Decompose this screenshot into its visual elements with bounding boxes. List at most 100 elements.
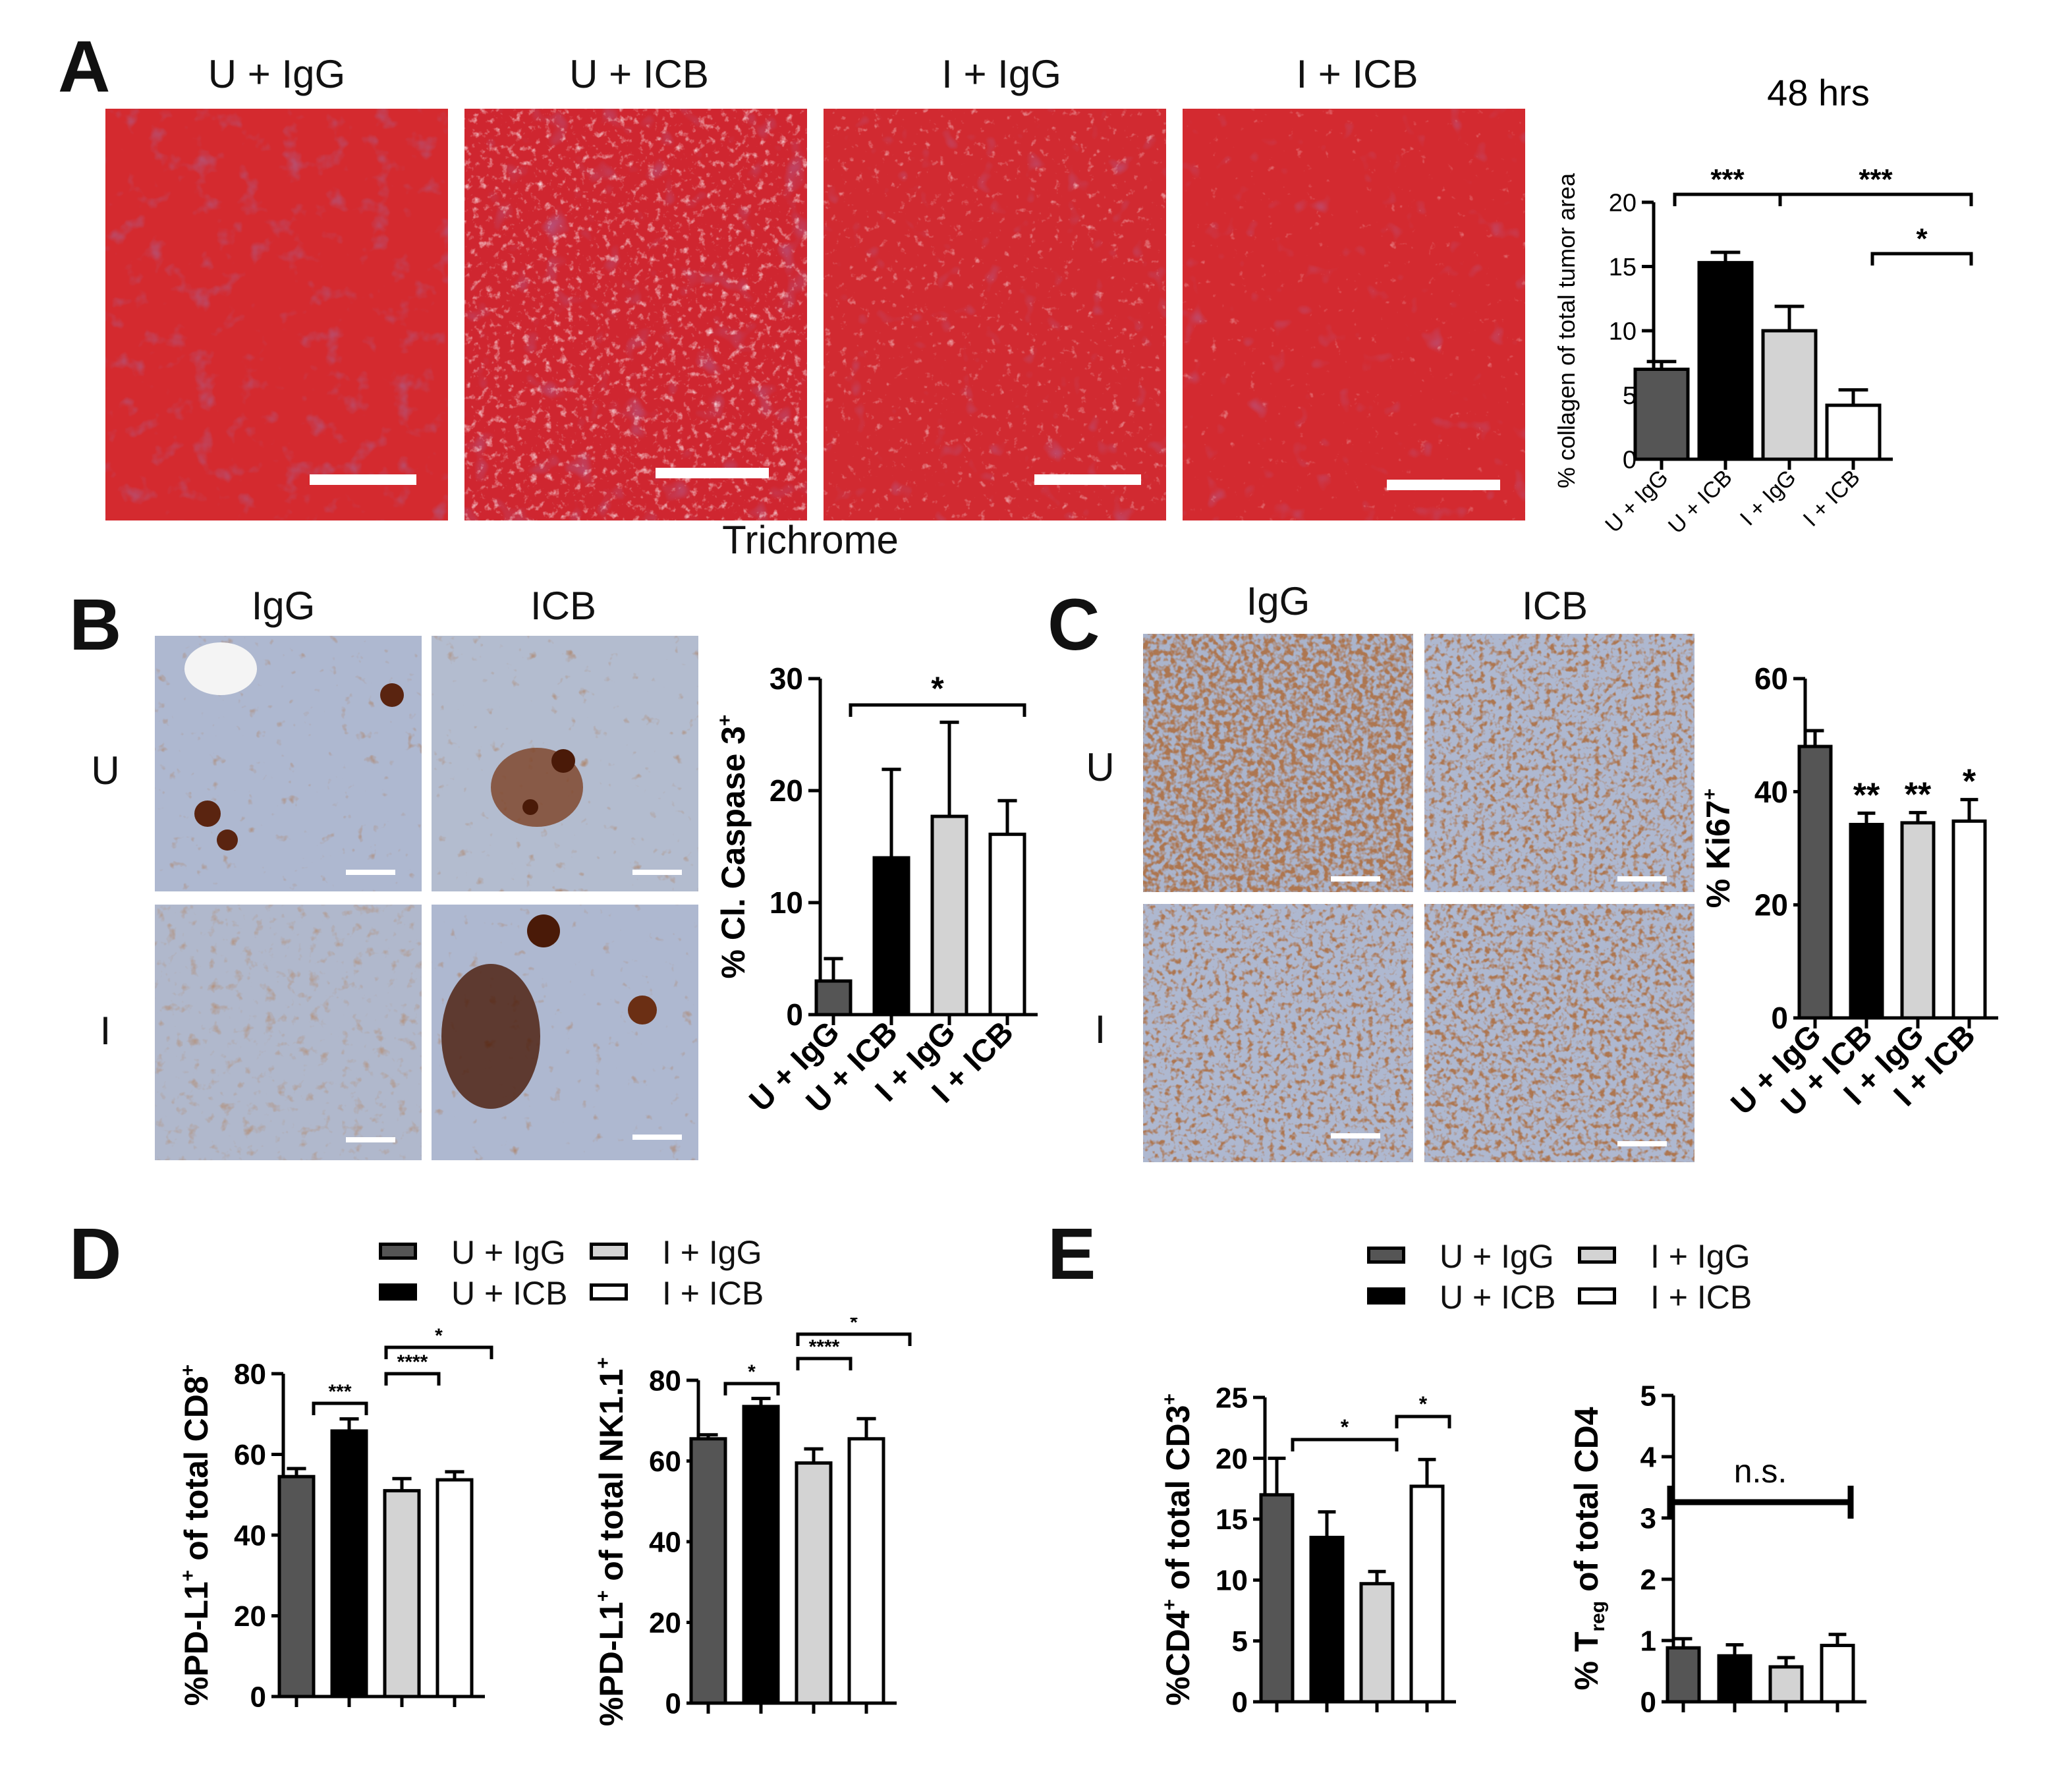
ihc-image-caspase-u-igg: [155, 636, 422, 891]
bar: [1768, 1665, 1804, 1704]
panel-letter-b: B: [69, 584, 122, 665]
significance-label: ****: [397, 1351, 428, 1373]
y-tick-label: 40: [649, 1526, 681, 1558]
bar: [330, 1429, 368, 1699]
significance-bracket: [1673, 192, 1782, 206]
bar: [1951, 819, 1987, 1020]
significance-label: *: [435, 1325, 443, 1347]
legend-label: I + ICB: [662, 1275, 764, 1312]
y-tick-label: 0: [665, 1687, 681, 1720]
stain-label: Trichrome: [722, 518, 899, 562]
trichrome-image-u-icb: [464, 109, 807, 520]
bar: [1849, 822, 1884, 1020]
row-label-i: I: [1094, 1007, 1106, 1052]
legend-label: I + IgG: [662, 1234, 762, 1271]
scale-bar: [346, 1137, 395, 1142]
significance-bracket: [796, 1332, 912, 1346]
bar: [795, 1461, 833, 1705]
y-tick-label: 0: [786, 997, 803, 1032]
scale-bar: [1387, 480, 1500, 490]
y-tick-label: 80: [649, 1364, 681, 1397]
significance-bracket: [1778, 192, 1973, 206]
ns-label: n.s.: [1734, 1453, 1787, 1490]
y-tick-label: 10: [1609, 318, 1637, 345]
y-axis-label: %PD-L1+ of total CD8+: [178, 1364, 215, 1706]
significance-bracket: [1870, 252, 1973, 266]
scale-bar: [346, 870, 395, 875]
significance-bracket: [1291, 1438, 1399, 1451]
ihc-image-ki67-i-igg: [1143, 904, 1413, 1162]
y-tick-label: 80: [234, 1358, 266, 1390]
legend-label: U + IgG: [1440, 1238, 1554, 1275]
x-tick-label: I + IgG: [1735, 465, 1801, 531]
legend-label: I + IgG: [1650, 1238, 1750, 1275]
y-tick-label: 60: [1754, 661, 1788, 696]
y-tick-label: 0: [1623, 446, 1637, 474]
col-label-igg: IgG: [251, 584, 316, 628]
significance-label: *: [748, 1361, 756, 1383]
x-tick-label: I + ICB: [1799, 465, 1865, 532]
x-tick-label: U + ICB: [1664, 465, 1737, 539]
scale-bar: [310, 474, 416, 485]
ihc-image-ki67-i-icb: [1424, 904, 1694, 1162]
legend-swatch: [1578, 1247, 1616, 1264]
ihc-image-ki67-u-igg: [1143, 634, 1413, 892]
bar: [742, 1405, 780, 1705]
significance-label: *: [1916, 223, 1928, 255]
bar: [847, 1437, 885, 1705]
y-tick-label: 3: [1640, 1502, 1656, 1534]
y-tick-label: 5: [1623, 382, 1637, 410]
bar: [1825, 403, 1882, 461]
y-tick-label: 10: [770, 885, 803, 920]
col-label-igg: IgG: [1246, 579, 1310, 623]
y-axis-label: %CD4+ of total CD3+: [1160, 1393, 1196, 1706]
y-tick-label: 20: [1216, 1443, 1248, 1475]
y-tick-label: 2: [1640, 1563, 1656, 1596]
bar: [930, 814, 968, 1017]
y-tick-label: 20: [1609, 189, 1637, 217]
y-axis-label: % Treg of total CD4: [1568, 1407, 1609, 1690]
y-tick-label: 20: [649, 1607, 681, 1639]
panel-letter-a: A: [58, 26, 111, 107]
col-label-icb: ICB: [530, 584, 597, 628]
chart-treg: 0 1 2 3 4 5 % Treg of total CD4 n.s.: [1568, 1380, 1866, 1718]
y-tick-label: 0: [1640, 1686, 1656, 1718]
trichrome-image-i-igg: [824, 109, 1166, 520]
y-tick-label: 20: [770, 773, 803, 808]
y-tick-label: 25: [1216, 1382, 1248, 1414]
legend-label: U + ICB: [451, 1275, 568, 1312]
legend-label: U + IgG: [451, 1234, 566, 1271]
y-tick-label: 15: [1216, 1503, 1248, 1536]
scale-bar: [1617, 876, 1667, 882]
y-tick-label: 60: [234, 1439, 266, 1471]
y-tick-label: 5: [1232, 1625, 1248, 1658]
significance-label: ***: [1710, 163, 1745, 196]
significance-label: *: [1963, 763, 1976, 801]
legend-label: U + ICB: [1440, 1279, 1556, 1316]
significance-label: ****: [809, 1336, 840, 1358]
significance-label: **: [1853, 776, 1880, 814]
legend-label: I + ICB: [1650, 1279, 1752, 1316]
significance-label: *: [1341, 1415, 1349, 1439]
significance-label: *: [1419, 1392, 1428, 1416]
y-tick-label: 10: [1216, 1565, 1248, 1597]
bar: [1259, 1493, 1295, 1704]
y-tick-label: 1: [1640, 1625, 1656, 1657]
significance-bracket: [384, 1345, 493, 1359]
y-tick-label: 60: [649, 1446, 681, 1478]
trichrome-image-u-igg: [105, 109, 448, 520]
row-label-i: I: [99, 1009, 111, 1053]
bar: [277, 1474, 316, 1699]
row-label-u: U: [1086, 745, 1115, 789]
legend-swatch: [590, 1283, 628, 1301]
col-label-icb: ICB: [1521, 584, 1588, 628]
bar: [1761, 329, 1818, 461]
y-tick-label: 0: [250, 1681, 266, 1713]
y-tick-label: 0: [1232, 1686, 1248, 1718]
bar: [689, 1437, 727, 1705]
bar: [1633, 368, 1690, 461]
bar: [814, 979, 853, 1017]
y-tick-label: 20: [234, 1600, 266, 1633]
